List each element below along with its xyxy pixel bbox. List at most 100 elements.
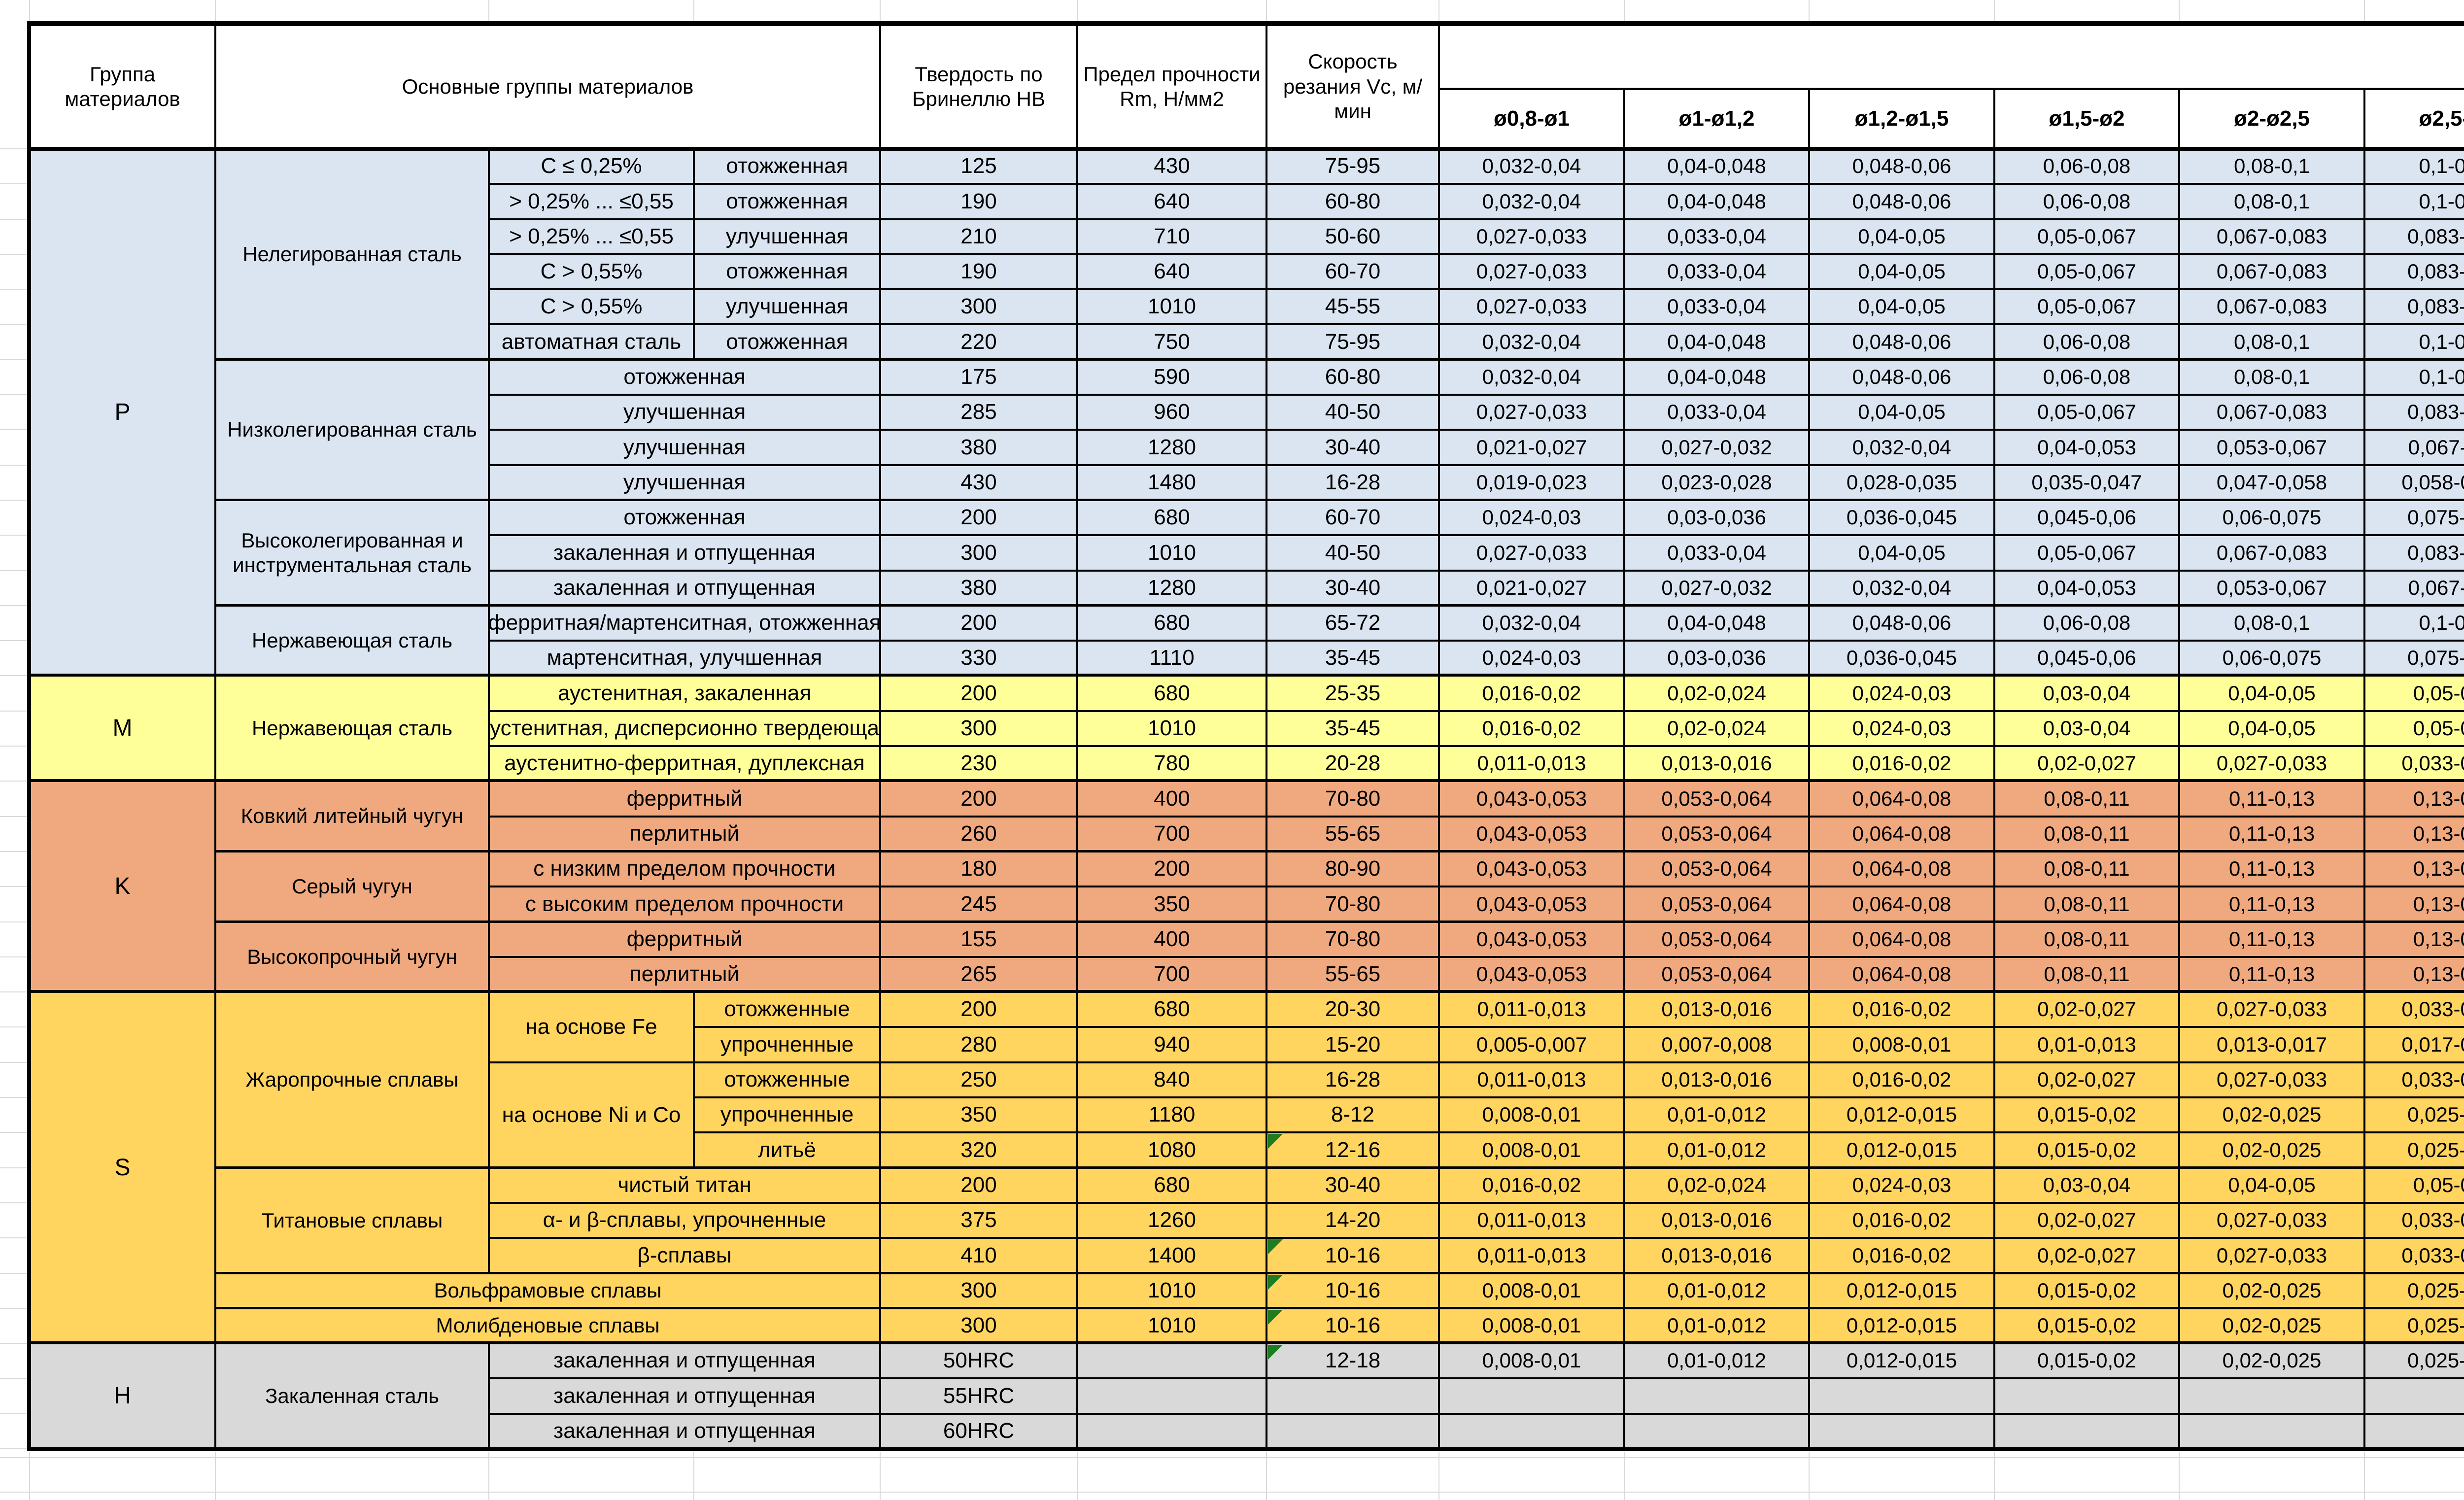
speed-cell[interactable]: 8-12 [1266, 1097, 1439, 1132]
speed-cell[interactable]: 55-65 [1266, 817, 1439, 852]
hardness-cell[interactable]: 300 [880, 711, 1077, 746]
feed-cell[interactable]: 0,05-0,067 [1994, 219, 2179, 254]
feed-cell[interactable]: 0,083-0,13 [2364, 219, 2464, 254]
state-cell[interactable]: отожженные [694, 1062, 880, 1097]
strength-cell[interactable]: 400 [1077, 922, 1266, 957]
hardness-cell[interactable]: 265 [880, 957, 1077, 992]
state-cell[interactable]: аустенитная, закаленная [489, 676, 880, 711]
feed-cell[interactable]: 0,008-0,01 [1439, 1343, 1624, 1378]
feed-cell[interactable]: 0,05-0,08 [2364, 1168, 2464, 1203]
feed-cell[interactable]: 0,027-0,032 [1624, 430, 1809, 465]
strength-cell[interactable]: 680 [1077, 676, 1266, 711]
strength-cell[interactable] [1077, 1414, 1266, 1449]
state-cell[interactable]: отожженная [694, 149, 880, 184]
feed-cell[interactable]: 0,13-0,21 [2364, 781, 2464, 817]
feed-cell[interactable]: 0,012-0,015 [1809, 1273, 1994, 1308]
hardness-cell[interactable]: 200 [880, 992, 1077, 1027]
hardness-cell[interactable]: 300 [880, 535, 1077, 571]
speed-cell[interactable]: 10-16 [1266, 1308, 1439, 1343]
state-cell[interactable]: с низким пределом прочности [489, 852, 880, 886]
feed-cell[interactable]: 0,032-0,04 [1439, 184, 1624, 219]
material-subtype-cell[interactable]: автоматная сталь [489, 324, 694, 360]
feed-cell[interactable]: 0,04-0,05 [2179, 1168, 2364, 1203]
hardness-cell[interactable]: 55HRC [880, 1378, 1077, 1414]
state-cell[interactable]: улучшенная [489, 395, 880, 430]
state-cell[interactable]: закаленная и отпущенная [489, 1378, 880, 1414]
hardness-cell[interactable]: 180 [880, 852, 1077, 886]
state-cell[interactable]: аустенитная, дисперсионно твердеющая [489, 711, 880, 746]
feed-cell[interactable]: 0,027-0,032 [1624, 571, 1809, 606]
feed-cell[interactable]: 0,008-0,01 [1809, 1027, 1994, 1062]
speed-cell[interactable]: 30-40 [1266, 430, 1439, 465]
feed-cell[interactable]: 0,04-0,05 [2179, 676, 2364, 711]
feed-cell[interactable] [1809, 1378, 1994, 1414]
speed-cell[interactable]: 80-90 [1266, 852, 1439, 886]
state-cell[interactable]: отожженная [694, 254, 880, 289]
strength-cell[interactable]: 640 [1077, 254, 1266, 289]
feed-cell[interactable]: 0,064-0,08 [1809, 922, 1994, 957]
feed-cell[interactable]: 0,008-0,01 [1439, 1273, 1624, 1308]
hardness-cell[interactable]: 200 [880, 500, 1077, 535]
feed-cell[interactable]: 0,033-0,053 [2364, 1238, 2464, 1273]
hardness-cell[interactable]: 220 [880, 324, 1077, 360]
feed-cell[interactable]: 0,013-0,017 [2179, 1027, 2364, 1062]
header-hardness[interactable]: Твердость по Бринеллю HB [880, 25, 1077, 149]
feed-cell[interactable]: 0,043-0,053 [1439, 817, 1624, 852]
speed-cell[interactable]: 35-45 [1266, 641, 1439, 676]
feed-cell[interactable]: 0,012-0,015 [1809, 1343, 1994, 1378]
hardness-cell[interactable]: 380 [880, 571, 1077, 606]
feed-cell[interactable]: 0,011-0,013 [1439, 1203, 1624, 1238]
feed-cell[interactable]: 0,025-0,04 [2364, 1132, 2464, 1168]
feed-cell[interactable]: 0,04-0,048 [1624, 184, 1809, 219]
speed-cell[interactable] [1266, 1414, 1439, 1449]
speed-cell[interactable]: 35-45 [1266, 711, 1439, 746]
hardness-cell[interactable]: 350 [880, 1097, 1077, 1132]
speed-cell[interactable]: 15-20 [1266, 1027, 1439, 1062]
strength-cell[interactable]: 780 [1077, 746, 1266, 781]
feed-cell[interactable]: 0,067-0,083 [2179, 535, 2364, 571]
strength-cell[interactable] [1077, 1378, 1266, 1414]
feed-cell[interactable]: 0,083-0,13 [2364, 254, 2464, 289]
feed-cell[interactable]: 0,05-0,067 [1994, 254, 2179, 289]
feed-cell[interactable]: 0,067-0,083 [2179, 219, 2364, 254]
feed-cell[interactable]: 0,032-0,04 [1439, 149, 1624, 184]
strength-cell[interactable]: 1010 [1077, 1308, 1266, 1343]
state-cell[interactable]: улучшенная [489, 465, 880, 500]
strength-cell[interactable]: 1180 [1077, 1097, 1266, 1132]
feed-cell[interactable]: 0,02-0,025 [2179, 1343, 2364, 1378]
feed-cell[interactable]: 0,027-0,033 [1439, 254, 1624, 289]
feed-cell[interactable]: 0,053-0,067 [2179, 430, 2364, 465]
feed-cell[interactable]: 0,027-0,033 [1439, 535, 1624, 571]
strength-cell[interactable]: 680 [1077, 500, 1266, 535]
feed-cell[interactable]: 0,016-0,02 [1809, 992, 1994, 1027]
state-cell[interactable]: ферритный [489, 781, 880, 817]
feed-cell[interactable]: 0,016-0,02 [1809, 746, 1994, 781]
feed-cell[interactable]: 0,067-0,083 [2179, 395, 2364, 430]
feed-cell[interactable]: 0,043-0,053 [1439, 852, 1624, 886]
feed-cell[interactable]: 0,04-0,053 [1994, 571, 2179, 606]
feed-cell[interactable]: 0,064-0,08 [1809, 886, 1994, 922]
feed-cell[interactable] [1624, 1414, 1809, 1449]
speed-cell[interactable]: 70-80 [1266, 922, 1439, 957]
feed-cell[interactable]: 0,013-0,016 [1624, 1062, 1809, 1097]
hardness-cell[interactable]: 230 [880, 746, 1077, 781]
strength-cell[interactable]: 750 [1077, 324, 1266, 360]
feed-cell[interactable]: 0,016-0,02 [1439, 676, 1624, 711]
feed-cell[interactable]: 0,027-0,033 [2179, 1238, 2364, 1273]
feed-cell[interactable]: 0,013-0,016 [1624, 992, 1809, 1027]
feed-cell[interactable]: 0,067-0,083 [2179, 289, 2364, 324]
state-cell[interactable]: закаленная и отпущенная [489, 1343, 880, 1378]
hardness-cell[interactable]: 200 [880, 1168, 1077, 1203]
feed-cell[interactable]: 0,048-0,06 [1809, 606, 1994, 641]
feed-cell[interactable] [1439, 1378, 1624, 1414]
state-cell[interactable]: отожженные [694, 992, 880, 1027]
feed-cell[interactable]: 0,02-0,027 [1994, 992, 2179, 1027]
feed-cell[interactable]: 0,032-0,04 [1439, 360, 1624, 395]
feed-cell[interactable]: 0,011-0,013 [1439, 1238, 1624, 1273]
feed-cell[interactable]: 0,02-0,027 [1994, 746, 2179, 781]
feed-cell[interactable]: 0,01-0,013 [1994, 1027, 2179, 1062]
feed-cell[interactable]: 0,016-0,02 [1809, 1203, 1994, 1238]
state-cell[interactable]: β-сплавы [489, 1238, 880, 1273]
hardness-cell[interactable]: 60HRC [880, 1414, 1077, 1449]
material-subtype-cell[interactable]: C > 0,55% [489, 254, 694, 289]
